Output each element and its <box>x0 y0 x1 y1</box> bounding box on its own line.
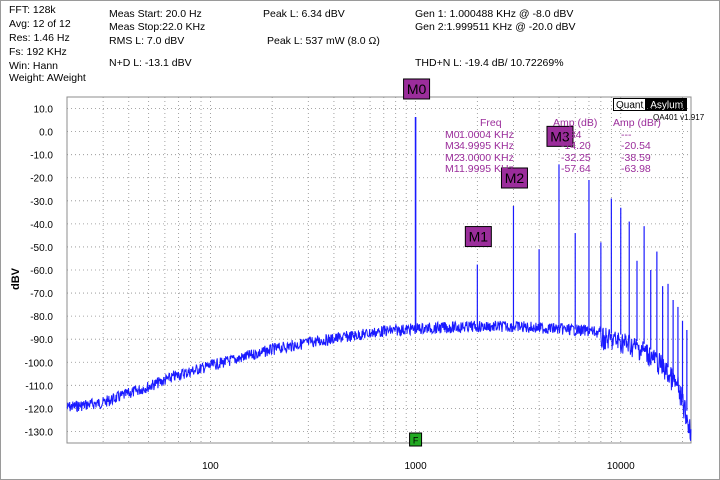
marker-row-name: M1 <box>445 163 460 175</box>
weighting-label: Weight: AWeight <box>9 72 86 84</box>
x-tick-label: 100 <box>202 461 219 472</box>
spectrum-trace-noise <box>66 320 692 441</box>
n-plus-d-label: N+D L: -13.1 dBV <box>109 57 192 69</box>
marker-row-freq: 1.0004 KHz <box>459 128 514 141</box>
table-header-amp-dbr: Amp (dBr) <box>613 117 661 129</box>
chart-grid <box>66 96 692 444</box>
marker-row-amp-db: -57.64 <box>561 163 591 175</box>
meas-stop-label: Meas Stop:22.0 KHz <box>109 21 206 33</box>
f-marker-text: F <box>413 436 419 446</box>
resolution-label: Res: 1.46 Hz <box>9 32 70 44</box>
marker-label-m1[interactable]: M1 <box>464 226 492 248</box>
x-tick-label: 1000 <box>404 461 427 472</box>
y-tick-label: 10.0 <box>34 105 54 116</box>
marker-label-m2[interactable]: M2 <box>500 167 528 189</box>
marker-row-m0: M0 1.0004 KHz 6.34 --- <box>445 128 695 142</box>
y-tick-label: -130.0 <box>25 427 54 438</box>
y-tick-label: -20.0 <box>30 174 53 185</box>
marker-row-amp-dbr: -20.54 <box>621 140 651 152</box>
marker-row-name: M3 <box>445 140 460 152</box>
y-tick-label: -90.0 <box>30 335 53 346</box>
y-tick-label: -110.0 <box>25 381 53 392</box>
x-tick-labels: 100 1000 10000 <box>202 461 635 472</box>
marker-row-name: M2 <box>445 151 460 164</box>
marker-row-amp-dbr: -63.98 <box>621 163 651 175</box>
table-header-freq: Freq <box>480 117 502 129</box>
marker-label-text: M1 <box>469 229 489 245</box>
y-tick-label: -80.0 <box>30 312 53 323</box>
peak-dbv-label: Peak L: 6.34 dBV <box>263 8 345 20</box>
y-tick-label: -60.0 <box>30 266 53 277</box>
marker-label-text: M2 <box>505 170 525 186</box>
sample-rate-label: Fs: 192 KHz <box>9 46 67 58</box>
y-tick-label: -50.0 <box>30 243 53 254</box>
y-tick-labels: 10.0 0.0 -10.0 -20.0 -30.0 -40.0 -50.0 -60.0 -70… <box>25 105 54 439</box>
marker-row-amp-dbr: -38.59 <box>621 151 651 164</box>
logo-quant-text: Quant <box>613 98 647 111</box>
marker-row-freq: 1.9995 KHz <box>459 163 514 175</box>
marker-row-name: M0 <box>445 128 460 141</box>
marker-row-freq: 3.0000 KHz <box>459 151 514 164</box>
y-axis-label: dBV <box>10 267 22 290</box>
y-tick-label: -100.0 <box>25 358 54 369</box>
marker-row-amp-db: -32.25 <box>561 151 591 164</box>
marker-label-m3[interactable]: M3 <box>546 125 574 147</box>
marker-row-amp-db: -14.20 <box>561 140 591 152</box>
y-tick-label: -70.0 <box>30 289 53 300</box>
quantasylum-logo: Quant Asylum <box>613 98 688 111</box>
y-tick-label: -40.0 <box>30 220 53 231</box>
marker-label-m0[interactable]: M0 <box>403 78 431 100</box>
marker-readout-table: Freq Amp (dB) Amp (dBr) M0 1.0004 KHz 6.34… <box>445 117 695 176</box>
x-tick-label: 10000 <box>607 461 635 472</box>
harmonic-spikes <box>414 116 688 411</box>
y-tick-label: -10.0 <box>30 151 53 162</box>
y-tick-label: -120.0 <box>25 404 54 415</box>
y-tick-label: 0.0 <box>39 128 53 139</box>
marker-row-amp-db: 6.34 <box>561 128 582 141</box>
marker-row-m1: M1 1.9995 KHz -57.64 -63.98 <box>445 163 695 176</box>
marker-label-text: M3 <box>550 128 570 144</box>
averages-label: Avg: 12 of 12 <box>9 18 71 30</box>
f-marker[interactable]: F <box>409 432 423 447</box>
gen1-label: Gen 1: 1.000488 KHz @ -8.0 dBV <box>415 8 574 20</box>
gen2-label: Gen 2:1.999511 KHz @ -20.0 dBV <box>415 21 576 33</box>
marker-label-text: M0 <box>407 81 427 97</box>
marker-row-m3: M3 4.9995 KHz -14.20 -20.54 <box>445 140 695 153</box>
thd-n-label: THD+N L: -19.4 dB/ 10.72269% <box>415 57 564 69</box>
marker-row-freq: 4.9995 KHz <box>459 140 514 152</box>
logo-asylum-text: Asylum <box>646 98 688 111</box>
table-header-amp-db: Amp (dB) <box>553 117 598 129</box>
rms-label: RMS L: 7.0 dBV <box>109 35 185 47</box>
marker-row-m2: M2 3.0000 KHz -32.25 -38.59 <box>445 151 695 165</box>
fft-size-label: FFT: 128k <box>9 4 56 16</box>
window-label: Win: Hann <box>9 60 59 72</box>
version-label: QA401 v1.917 <box>653 113 705 122</box>
peak-power-label: Peak L: 537 mW (8.0 Ω) <box>267 35 380 47</box>
marker-row-amp-dbr: --- <box>621 128 632 141</box>
meas-start-label: Meas Start: 20.0 Hz <box>109 8 202 20</box>
y-tick-label: -30.0 <box>30 197 53 208</box>
